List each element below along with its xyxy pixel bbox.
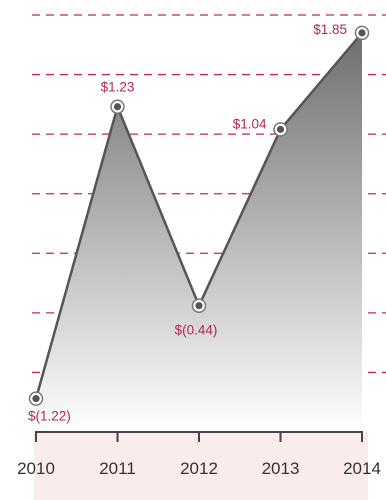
data-label: $(1.22): [28, 409, 71, 424]
x-tick-label: 2012: [180, 459, 218, 478]
x-tick-label: 2013: [262, 459, 300, 478]
data-label: $1.85: [313, 22, 347, 37]
data-label: $(0.44): [175, 323, 218, 338]
data-label: $1.23: [101, 80, 135, 95]
data-label: $1.04: [233, 116, 267, 131]
x-tick-label: 2014: [343, 459, 381, 478]
x-tick-label: 2010: [17, 459, 55, 478]
data-point: [273, 122, 288, 137]
data-point: [28, 391, 44, 406]
data-point: [354, 25, 370, 41]
data-point: [110, 99, 125, 114]
x-axis-band: [34, 432, 368, 500]
x-axis: 2010 2011 2012 2013 2014: [17, 431, 381, 478]
data-points: [28, 25, 370, 406]
area-fill: [36, 32, 362, 432]
x-tick-label: 2011: [99, 459, 136, 478]
data-labels: $(1.22) $1.23 $(0.44) $1.04 $1.85: [28, 22, 347, 424]
data-point: [191, 298, 207, 313]
